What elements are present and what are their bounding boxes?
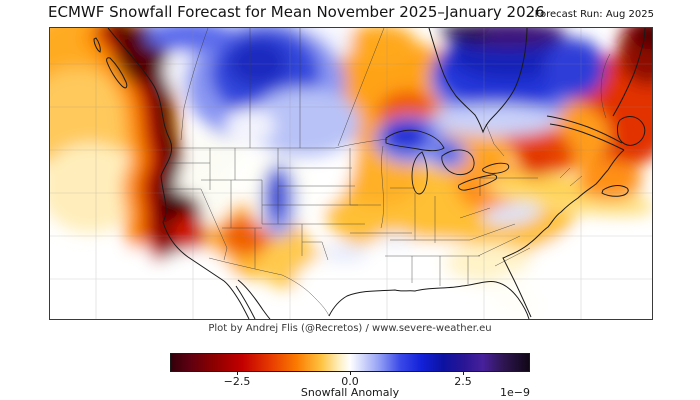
- great-lakes-outline: [385, 129, 510, 195]
- anomaly-map-svg: [50, 28, 652, 319]
- colorbar-tick: [237, 372, 238, 375]
- colorbar-tick: [350, 372, 351, 375]
- state-borders: [161, 28, 611, 317]
- attribution-text: Plot by Andrej Flis (@Recretos) / www.se…: [208, 323, 492, 334]
- page-title: ECMWF Snowfall Forecast for Mean Novembe…: [48, 3, 545, 21]
- colorbar-gradient: [170, 353, 530, 372]
- colorbar-tick-label: 2.5: [454, 375, 472, 388]
- graticule-lines: [50, 28, 652, 319]
- coastlines: [93, 28, 646, 319]
- colorbar-tick-label: −2.5: [223, 375, 251, 388]
- colorbar: −2.5 0.0 2.5 Snowfall Anomaly 1e−9: [170, 353, 530, 399]
- anomaly-field: [50, 28, 652, 319]
- map-canvas: [49, 27, 653, 320]
- colorbar-tick: [463, 372, 464, 375]
- colorbar-tick-label: 0.0: [341, 375, 359, 388]
- forecast-run-label: Forecast Run: Aug 2025: [534, 9, 654, 20]
- colorbar-axis-label: Snowfall Anomaly: [300, 386, 400, 399]
- colorbar-multiplier: 1e−9: [500, 386, 530, 399]
